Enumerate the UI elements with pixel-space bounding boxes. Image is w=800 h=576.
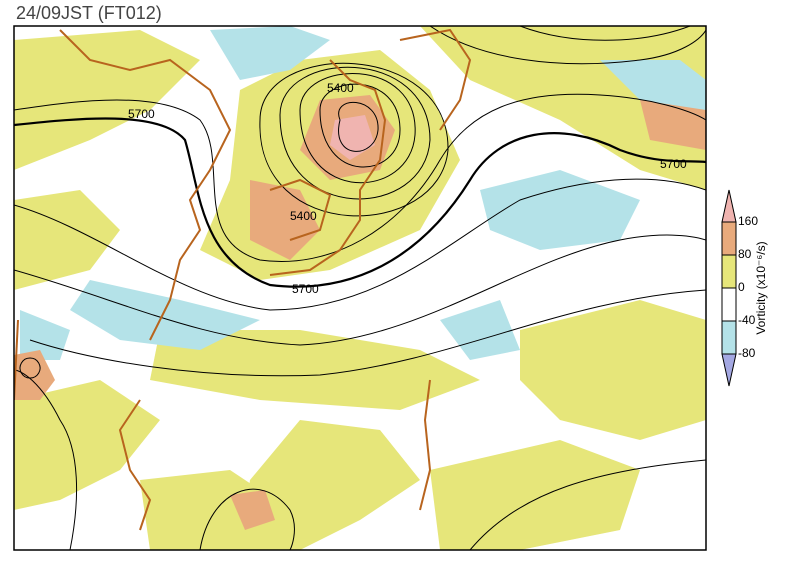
- contour-labels: 5400 5400 5700 5700 5700: [128, 81, 687, 296]
- colorbar-tick-label: 80: [738, 247, 752, 261]
- map-field: [14, 26, 706, 550]
- colorbar-segment: [721, 254, 737, 289]
- map-frame: [13, 25, 707, 551]
- colorbar-tick-label: -80: [738, 346, 756, 360]
- colorbar-triangle: [721, 353, 737, 387]
- colorbar: 160 80 0 -40 -80: [721, 189, 758, 387]
- contour-label: 5400: [290, 209, 317, 223]
- colorbar-tick-label: 160: [738, 214, 758, 228]
- contour-label: 5700: [128, 107, 155, 121]
- colorbar-tick-label: -40: [738, 313, 756, 327]
- contour-label: 5700: [660, 157, 687, 171]
- colorbar-segment: [721, 287, 737, 322]
- contour-label: 5700: [292, 282, 319, 296]
- colorbar-label: Vorticity (x10⁻⁶/s): [754, 241, 768, 334]
- colorbar-tick-label: 0: [738, 280, 745, 294]
- contour-label: 5400: [327, 81, 354, 95]
- map-title: 24/09JST (FT012): [16, 3, 162, 23]
- colorbar-triangle: [721, 189, 737, 223]
- colorbar-segment: [721, 221, 737, 256]
- colorbar-segment: [721, 320, 737, 355]
